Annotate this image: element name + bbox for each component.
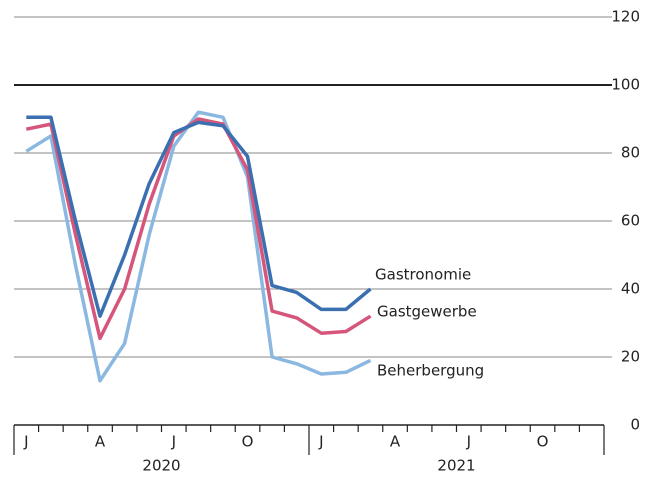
y-tick-label: 80 [621,144,640,162]
x-tick-label: O [242,433,254,451]
series-line [26,115,372,318]
x-tick-label: J [23,433,28,451]
y-tick-label: 120 [611,8,640,26]
series-label: Gastronomie [375,266,471,284]
y-tick-label: 100 [611,76,640,94]
series-label: Beherbergung [377,362,484,380]
year-label: 2021 [437,457,475,475]
x-tick-label: J [171,433,176,451]
x-tick-label: J [466,433,471,451]
series-line [25,110,372,383]
y-tick-label: 20 [621,348,640,366]
x-tick-label: A [95,433,106,451]
x-tick-label: J [318,433,323,451]
series-label: Gastgewerbe [377,303,477,321]
x-tick-label: O [537,433,549,451]
y-tick-label: 40 [621,280,640,298]
y-tick-label: 60 [621,212,640,230]
y-tick-label: 0 [630,416,640,434]
x-tick-label: A [390,433,401,451]
series-line [25,117,372,341]
year-label: 2020 [142,457,180,475]
